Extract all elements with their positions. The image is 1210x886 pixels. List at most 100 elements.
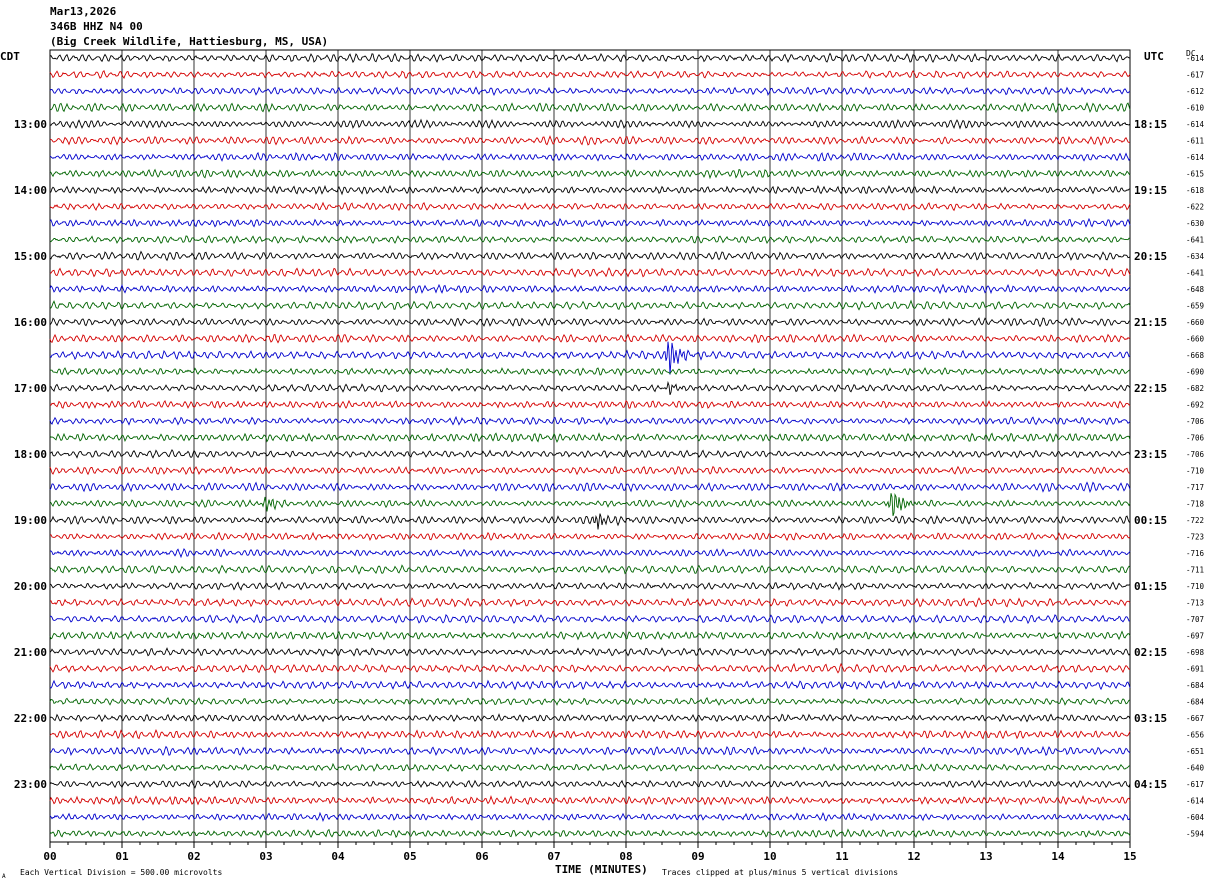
dc-offset-label: -614 [1186,54,1205,63]
seismic-trace [49,581,1131,591]
seismic-trace [49,283,1131,295]
dc-offset-label: -656 [1186,731,1205,740]
dc-offset-label: -710 [1186,582,1205,591]
left-zone-label: CDT [0,50,20,63]
x-tick-label: 01 [115,850,129,863]
dc-offset-label: -722 [1186,516,1204,525]
seismic-trace [49,762,1131,772]
plot-frame [49,49,1131,843]
left-hour-label: 13:00 [14,118,47,131]
seismic-trace [49,828,1131,839]
scale-note: Each Vertical Division = 500.00 microvol… [20,868,222,877]
left-hour-label: 21:00 [14,646,47,659]
dc-offset-label: -667 [1186,714,1204,723]
left-hour-label: 23:00 [14,778,47,791]
seismic-trace [49,481,1131,493]
seismic-trace [49,399,1131,410]
dc-offset-label: -682 [1186,384,1204,393]
right-hour-label: 21:15 [1134,316,1167,329]
dc-offset-label: -641 [1186,236,1204,245]
plot-grid [49,49,1131,843]
seismic-trace [49,367,1131,377]
seismic-trace [49,432,1131,443]
x-tick-label: 00 [43,850,56,863]
x-tick-label: 04 [331,850,345,863]
seismic-trace [49,101,1131,114]
dc-offset-label: -611 [1186,137,1204,146]
left-hour-label: 20:00 [14,580,47,593]
x-tick-label: 08 [619,850,632,863]
seismic-trace [49,168,1131,180]
seismic-trace [49,267,1131,278]
left-hour-label: 16:00 [14,316,47,329]
seismic-trace [49,86,1131,96]
dc-offset-label: -691 [1186,665,1204,674]
seismic-trace [49,52,1131,64]
dc-offset-label: -594 [1186,830,1205,839]
dc-offset-label: -713 [1186,599,1204,608]
seismic-trace [49,449,1131,459]
seismic-trace [49,217,1131,228]
dc-offset-label: -614 [1186,120,1205,129]
seismic-trace [49,662,1131,674]
seismic-trace [49,135,1131,146]
seismic-trace [49,415,1131,426]
x-tick-label: 14 [1051,850,1065,863]
seismic-trace [49,70,1131,79]
seismic-trace [49,697,1131,706]
corner-mark: A [2,873,6,880]
right-hour-label: 00:15 [1134,514,1167,527]
right-hour-label: 19:15 [1134,184,1167,197]
x-tick-label: 11 [835,850,849,863]
dc-offset-label: -651 [1186,747,1204,756]
seismic-trace [49,235,1131,245]
seismic-trace [49,630,1131,641]
seismic-trace [49,779,1131,789]
header-station: 346B HHZ N4 00 [50,20,143,33]
dc-offset-label: -614 [1186,797,1205,806]
dc-offset-label: -618 [1186,186,1205,195]
seismic-trace [49,679,1131,691]
seismic-trace [49,564,1131,575]
dc-offset-label: -634 [1186,252,1205,261]
seismic-trace [49,465,1131,476]
dc-offset-label: -615 [1186,170,1204,179]
dc-offset-label: -660 [1186,318,1205,327]
x-tick-label: 05 [403,850,416,863]
left-hour-label: 17:00 [14,382,47,395]
right-hour-label: 20:15 [1134,250,1167,263]
seismic-trace [49,341,1131,375]
x-tick-label: 09 [691,850,704,863]
right-hour-label: 04:15 [1134,778,1167,791]
dc-offset-label: -660 [1186,335,1205,344]
dc-offset-label: -723 [1186,533,1204,542]
left-hour-label: 14:00 [14,184,47,197]
dc-offset-label: -668 [1186,351,1205,360]
dc-offset-label: -648 [1186,285,1205,294]
left-hour-label: 15:00 [14,250,47,263]
left-hour-label: 22:00 [14,712,47,725]
seismic-trace [49,299,1131,311]
dc-offset-label: -659 [1186,302,1204,311]
left-hour-label: 18:00 [14,448,47,461]
seismic-trace [49,729,1131,740]
seismic-trace [49,647,1131,657]
dc-offset-label: -641 [1186,269,1204,278]
seismic-trace [49,513,1131,530]
dc-offset-label: -614 [1186,153,1205,162]
seismic-trace [49,118,1131,130]
dc-offset-label: -706 [1186,450,1205,459]
seismic-trace [49,745,1131,757]
dc-offset-label: -710 [1186,467,1205,476]
right-hour-label: 01:15 [1134,580,1167,593]
seismic-trace [49,317,1131,328]
seismic-trace [50,597,1131,608]
clip-note: Traces clipped at plus/minus 5 vertical … [662,868,898,877]
dc-offset-label: -707 [1186,615,1204,624]
axes-group: 00 01 02 03 04 05 06 07 08 09 10 11 12 13 14 15 13:00 14:… [14,54,1205,863]
right-hour-label: 02:15 [1134,646,1167,659]
seismic-trace [49,547,1131,559]
dc-offset-label: -684 [1186,698,1205,707]
header-date: Mar13,2026 [50,5,117,18]
dc-offset-label: -604 [1186,813,1205,822]
